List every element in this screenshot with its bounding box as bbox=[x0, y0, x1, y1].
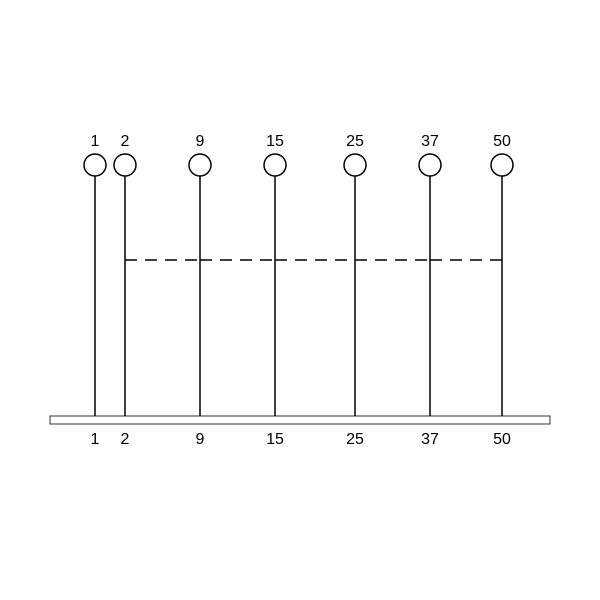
bottom-label: 2 bbox=[121, 431, 130, 448]
bottom-label: 1 bbox=[91, 431, 100, 448]
top-label: 50 bbox=[493, 133, 511, 150]
bottom-label: 25 bbox=[346, 431, 364, 448]
bottom-label: 37 bbox=[421, 431, 439, 448]
bottom-label: 15 bbox=[266, 431, 284, 448]
node-circle bbox=[264, 154, 286, 176]
top-label: 25 bbox=[346, 133, 364, 150]
background bbox=[0, 0, 600, 600]
node-circle bbox=[419, 154, 441, 176]
top-label: 1 bbox=[91, 133, 100, 150]
baseline bbox=[50, 416, 550, 424]
node-circle bbox=[491, 154, 513, 176]
lollipop-diagram: 1 1 2 2 9 9 15 15 25 25 37 37 50 50 bbox=[0, 0, 600, 600]
top-label: 2 bbox=[121, 133, 130, 150]
bottom-label: 50 bbox=[493, 431, 511, 448]
node-circle bbox=[344, 154, 366, 176]
node-circle bbox=[189, 154, 211, 176]
node-circle bbox=[114, 154, 136, 176]
node-circle bbox=[84, 154, 106, 176]
top-label: 37 bbox=[421, 133, 439, 150]
top-label: 15 bbox=[266, 133, 284, 150]
bottom-label: 9 bbox=[196, 431, 205, 448]
top-label: 9 bbox=[196, 133, 205, 150]
